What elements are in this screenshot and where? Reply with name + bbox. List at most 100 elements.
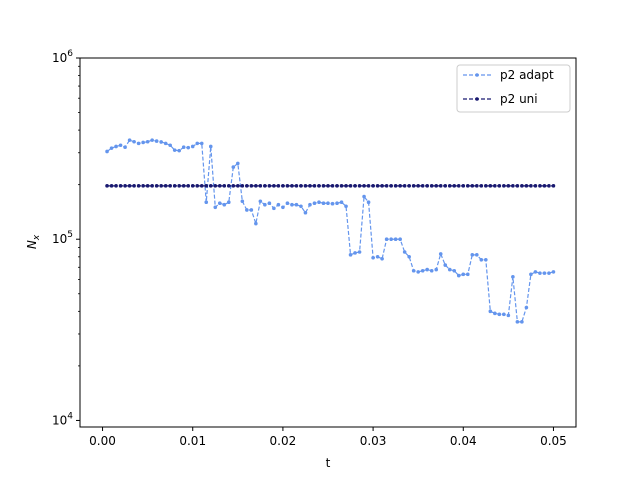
data-point-p2-adapt [335, 201, 339, 206]
data-point-p2-adapt [429, 268, 434, 273]
data-point-p2-adapt [231, 165, 236, 169]
data-point-p2-uni [470, 184, 475, 188]
data-point-p2-uni [267, 184, 272, 188]
data-point-p2-adapt [529, 272, 533, 277]
data-point-p2-adapt [393, 237, 398, 242]
data-point-p2-uni [362, 184, 366, 188]
data-point-p2-adapt [299, 204, 303, 209]
data-point-p2-uni [407, 184, 411, 188]
data-point-p2-uni [533, 184, 538, 188]
data-point-p2-adapt [285, 201, 290, 206]
data-point-p2-uni [353, 184, 357, 188]
data-point-p2-adapt [452, 268, 457, 273]
data-point-p2-adapt [127, 138, 132, 142]
data-point-p2-uni [456, 184, 461, 188]
plot-frame [79, 57, 577, 428]
data-point-p2-adapt [339, 200, 344, 205]
data-point-p2-uni [443, 184, 448, 188]
data-point-p2-adapt [515, 320, 520, 324]
data-point-p2-adapt [263, 202, 267, 207]
data-point-p2-adapt [384, 237, 389, 242]
data-point-p2-uni [348, 184, 353, 188]
data-point-p2-adapt [542, 271, 547, 275]
data-point-p2-adapt [371, 255, 375, 260]
data-point-p2-uni [524, 184, 529, 188]
x-tick-label: 0.03 [360, 434, 387, 448]
data-point-p2-adapt [380, 256, 384, 261]
data-point-p2-adapt [281, 205, 285, 210]
data-point-p2-uni [380, 184, 384, 188]
data-point-p2-uni [195, 184, 200, 188]
data-point-p2-uni [231, 184, 236, 188]
data-point-p2-adapt [434, 267, 439, 272]
data-point-p2-uni [204, 184, 209, 188]
data-point-p2-uni [542, 184, 547, 188]
data-point-p2-adapt [538, 271, 542, 275]
data-point-p2-adapt [547, 271, 551, 275]
data-point-p2-adapt [245, 208, 249, 212]
data-point-p2-uni [520, 184, 524, 188]
y-tick-label: 105 [52, 230, 73, 246]
data-point-p2-uni [172, 184, 177, 188]
data-point-p2-adapt [375, 254, 380, 259]
data-point-p2-uni [465, 184, 470, 188]
data-point-p2-adapt [438, 252, 443, 256]
data-point-p2-uni [416, 184, 420, 188]
data-point-p2-uni [389, 184, 393, 188]
data-point-p2-uni [114, 184, 118, 188]
data-point-p2-adapt [186, 145, 191, 150]
data-point-p2-uni [335, 184, 339, 188]
data-point-p2-adapt [497, 312, 502, 317]
series-line-p2-adapt [106, 139, 554, 323]
data-point-p2-adapt [145, 139, 150, 144]
data-point-p2-uni [177, 184, 181, 188]
x-tick-label: 0.05 [540, 434, 567, 448]
data-point-p2-uni [484, 184, 488, 188]
data-point-p2-uni [384, 184, 389, 188]
data-point-p2-adapt [502, 312, 506, 317]
x-tick-label: 0.01 [179, 434, 206, 448]
data-point-p2-uni [547, 184, 551, 188]
data-point-p2-adapt [199, 141, 204, 146]
data-point-p2-adapt [402, 250, 407, 254]
data-point-p2-adapt [308, 202, 312, 207]
data-point-p2-uni [181, 184, 186, 188]
data-point-p2-adapt [190, 144, 195, 149]
data-point-p2-uni [479, 184, 484, 188]
data-point-p2-adapt [520, 320, 524, 324]
data-point-p2-uni [127, 184, 132, 188]
data-point-p2-uni [150, 184, 154, 188]
data-point-p2-uni [222, 184, 227, 188]
data-point-p2-adapt [551, 270, 556, 274]
data-point-p2-adapt [326, 201, 330, 206]
data-point-p2-uni [168, 184, 172, 188]
data-point-p2-adapt [141, 140, 145, 145]
data-point-p2-adapt [321, 201, 326, 206]
data-point-p2-uni [475, 184, 479, 188]
data-point-p2-adapt [258, 199, 263, 204]
data-point-p2-adapt [222, 202, 227, 207]
data-point-p2-uni [263, 184, 267, 188]
data-point-p2-adapt [416, 270, 420, 274]
data-point-p2-uni [141, 184, 145, 188]
y-axis-label: Nx [25, 234, 42, 249]
data-point-p2-uni [105, 184, 109, 188]
data-point-p2-adapt [240, 199, 245, 204]
data-point-p2-uni [434, 184, 439, 188]
data-point-p2-uni [163, 184, 168, 188]
data-point-p2-uni [502, 184, 506, 188]
data-point-p2-uni [227, 184, 231, 188]
data-point-p2-adapt [195, 141, 200, 146]
data-point-p2-adapt [294, 202, 299, 207]
data-point-p2-uni [393, 184, 398, 188]
data-point-p2-uni [461, 184, 466, 188]
data-point-p2-adapt [493, 311, 497, 316]
data-point-p2-uni [118, 184, 123, 188]
data-point-p2-adapt [420, 268, 425, 273]
data-point-p2-adapt [168, 143, 172, 148]
data-point-p2-uni [312, 184, 317, 188]
data-point-p2-adapt [303, 210, 308, 215]
data-point-p2-uni [299, 184, 303, 188]
legend-marker-p2-uni [475, 97, 479, 101]
